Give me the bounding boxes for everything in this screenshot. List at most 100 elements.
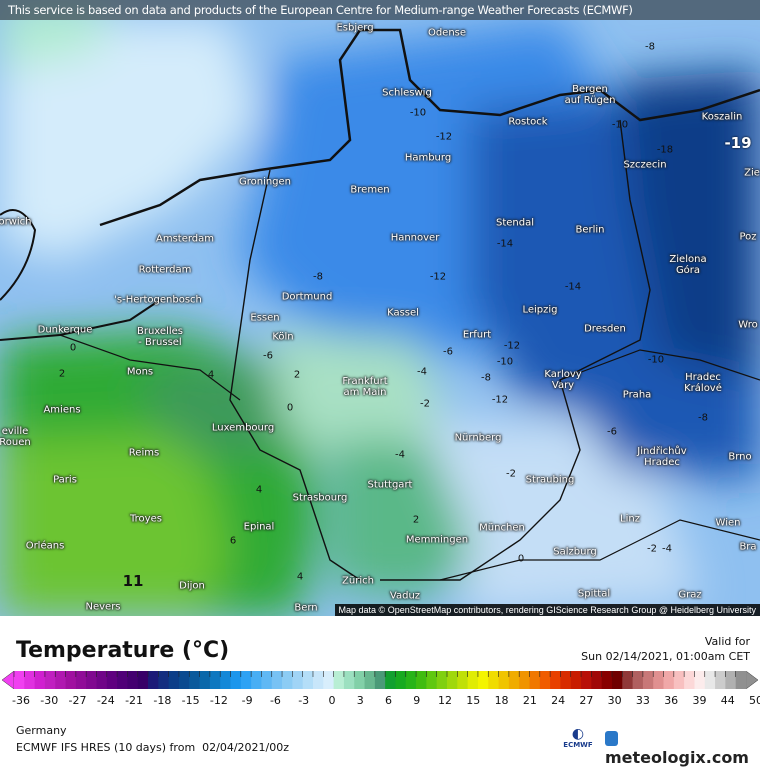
colorbar-swatch bbox=[436, 671, 448, 689]
city-label: Paris bbox=[53, 474, 77, 486]
colorbar-swatch bbox=[663, 671, 675, 689]
city-label: Straubing bbox=[525, 474, 575, 486]
colorbar-tick-label: -30 bbox=[40, 694, 59, 707]
colorbar-swatch bbox=[632, 671, 644, 689]
colorbar-tick-label: -9 bbox=[241, 694, 253, 707]
ecmwf-logo-text: ECMWF bbox=[563, 741, 593, 749]
colorbar-swatch bbox=[127, 671, 139, 689]
colorbar-swatch bbox=[508, 671, 520, 689]
colorbar-tick-label: -36 bbox=[12, 694, 30, 707]
city-label: Dijon bbox=[179, 580, 205, 592]
contour-label: 4 bbox=[296, 571, 304, 583]
colorbar-swatch bbox=[529, 671, 541, 689]
colorbar-tick-label: 9 bbox=[413, 694, 421, 707]
colorbar-tick-label: 44 bbox=[720, 694, 735, 707]
contour-label: 2 bbox=[58, 368, 66, 380]
city-label: 's-Hertogenbosch bbox=[114, 294, 202, 306]
colorbar-tick-label: 30 bbox=[607, 694, 622, 707]
colorbar-swatch bbox=[75, 671, 87, 689]
colorbar-tick-label: 27 bbox=[579, 694, 594, 707]
colorbar-swatch bbox=[704, 671, 716, 689]
colorbar-swatch bbox=[209, 671, 221, 689]
colorbar-swatch bbox=[178, 671, 190, 689]
colorbar-swatch bbox=[364, 671, 376, 689]
field-region-bright-green bbox=[0, 430, 230, 616]
city-label: Köln bbox=[272, 331, 294, 343]
city-label: Bergen auf Rügen bbox=[564, 84, 616, 106]
city-label: Orléans bbox=[25, 540, 65, 552]
city-label: Leipzig bbox=[522, 304, 558, 316]
contour-label: -12 bbox=[429, 271, 447, 283]
city-label: Reims bbox=[128, 447, 160, 459]
city-label: Strasbourg bbox=[292, 492, 348, 504]
contour-label: -8 bbox=[481, 372, 491, 384]
colorbar-tick-label: 33 bbox=[635, 694, 650, 707]
colorbar-tick-label: 12 bbox=[438, 694, 453, 707]
city-label: Zürich bbox=[342, 575, 374, 587]
colorbar-swatch bbox=[220, 671, 231, 689]
contour-label: -2 bbox=[420, 398, 430, 410]
city-label: München bbox=[479, 522, 525, 534]
city-label: Kassel bbox=[387, 307, 419, 319]
contour-label: -10 bbox=[409, 107, 427, 119]
colorbar-swatch bbox=[405, 671, 417, 689]
city-label: Amiens bbox=[43, 404, 81, 416]
colorbar-swatch bbox=[684, 671, 695, 689]
temperature-field bbox=[0, 0, 760, 616]
colorbar-swatch bbox=[86, 671, 97, 689]
colorbar-swatch bbox=[137, 671, 149, 689]
valid-time: Valid for Sun 02/14/2021, 01:00am CET bbox=[581, 634, 750, 664]
colorbar-swatch bbox=[96, 671, 108, 689]
colorbar-swatch bbox=[622, 671, 633, 689]
colorbar-tick-label: 24 bbox=[551, 694, 566, 707]
meteologix-logo[interactable]: meteologix.com bbox=[605, 729, 760, 767]
contour-label: 0 bbox=[517, 553, 525, 565]
colorbar-swatch bbox=[34, 671, 46, 689]
colorbar-swatch bbox=[261, 671, 273, 689]
contour-label: -4 bbox=[662, 543, 672, 555]
colorbar-swatch bbox=[251, 671, 262, 689]
meteologix-logo-text: meteologix.com bbox=[605, 748, 749, 767]
ecmwf-logo: ◐ ECMWF bbox=[562, 727, 594, 749]
city-label: Rostock bbox=[508, 116, 548, 128]
city-label: Vaduz bbox=[389, 590, 421, 602]
city-label: Bruxelles - Brussel bbox=[137, 326, 183, 348]
colorbar-tick-label: 39 bbox=[692, 694, 707, 707]
colorbar-swatch bbox=[694, 671, 706, 689]
contour-label: -19 bbox=[724, 134, 752, 152]
colorbar-tick-label: 0 bbox=[328, 694, 336, 707]
city-label: Hannover bbox=[390, 232, 440, 244]
meteologix-logo-icon bbox=[605, 731, 618, 746]
field-region-mid-green bbox=[330, 440, 480, 600]
colorbar-swatch bbox=[302, 671, 314, 689]
colorbar-swatch bbox=[539, 671, 551, 689]
colorbar-swatch bbox=[343, 671, 355, 689]
colorbar-swatch bbox=[14, 671, 25, 689]
city-label: Graz bbox=[678, 589, 702, 601]
temperature-map[interactable]: Esbjerg Odense Schleswig Bergen auf Rügen Ro… bbox=[0, 0, 760, 616]
colorbar-swatch bbox=[416, 671, 427, 689]
colorbar-swatch bbox=[292, 671, 304, 689]
colorbar-swatch bbox=[467, 671, 479, 689]
contour-label: -8 bbox=[313, 271, 323, 283]
coastline-fr bbox=[0, 299, 161, 341]
colorbar-tick-label: -24 bbox=[96, 694, 115, 707]
colorbar-swatch bbox=[117, 671, 128, 689]
contour-label: 11 bbox=[122, 572, 144, 590]
contour-label: -6 bbox=[607, 426, 617, 438]
model-run-info: ECMWF IFS HRES (10 days) from 02/04/2021… bbox=[16, 741, 290, 754]
colorbar-swatch bbox=[199, 671, 211, 689]
colorbar-swatch bbox=[240, 671, 252, 689]
field-region-pale-green bbox=[270, 330, 460, 470]
colorbar-swatch bbox=[385, 671, 396, 689]
city-label: eville Rouen bbox=[0, 426, 31, 448]
city-label: Groningen bbox=[238, 176, 292, 188]
colorbar-swatch bbox=[395, 671, 407, 689]
field-region-dark-blue bbox=[560, 380, 760, 480]
city-label: Berlin bbox=[575, 224, 605, 236]
colorbar-swatch bbox=[148, 671, 159, 689]
city-label: Dortmund bbox=[281, 291, 333, 303]
contour-label: 0 bbox=[69, 342, 77, 354]
city-label: Luxembourg bbox=[211, 422, 275, 434]
contour-label: 0 bbox=[286, 402, 294, 414]
